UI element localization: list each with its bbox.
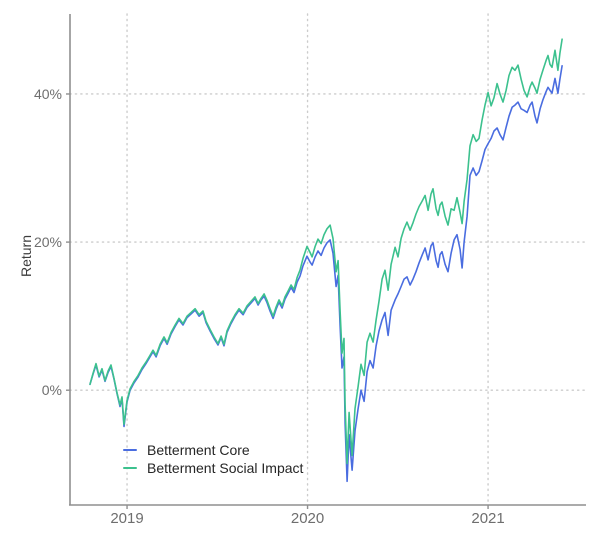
y-axis-title: Return (18, 234, 34, 278)
x-tick-label-2019: 2019 (110, 510, 144, 527)
legend-label-betterment-social-impact: Betterment Social Impact (147, 460, 304, 476)
y-tick-label-20%: 20% (33, 234, 62, 251)
legend-item-betterment-core: Betterment Core (123, 441, 303, 459)
y-tick-label-40%: 40% (33, 85, 62, 102)
x-tick-label-2021: 2021 (471, 510, 505, 527)
legend-label-betterment-core: Betterment Core (147, 442, 250, 458)
core-line-swatch-icon (123, 449, 137, 451)
series-line-betterment-social-impact (89, 38, 563, 465)
x-tick-label-2020: 2020 (290, 510, 325, 527)
legend: Betterment Core Betterment Social Impact (123, 441, 303, 477)
series-line-betterment-core (89, 65, 563, 483)
legend-item-betterment-social-impact: Betterment Social Impact (123, 459, 303, 477)
social-impact-line-swatch-icon (123, 467, 137, 469)
y-tick-label-0%: 0% (41, 382, 62, 399)
